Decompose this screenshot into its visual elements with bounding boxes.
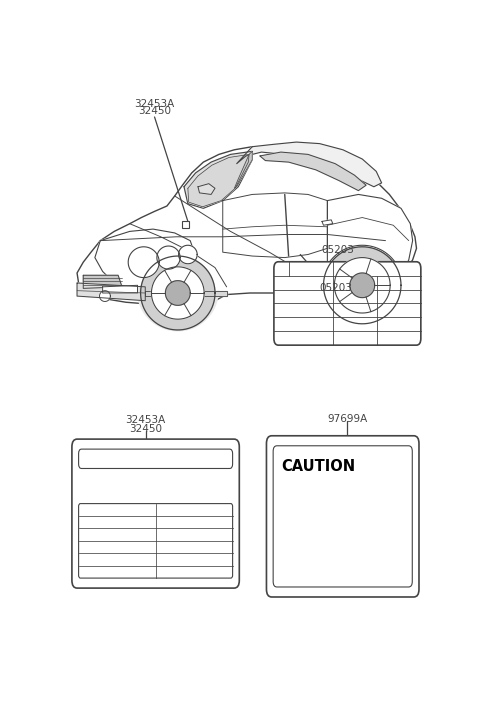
Polygon shape [128,247,159,277]
Polygon shape [95,229,196,293]
FancyBboxPatch shape [273,445,412,587]
Polygon shape [223,193,327,258]
Text: 32450: 32450 [138,106,171,116]
Polygon shape [184,152,252,209]
Text: 05203: 05203 [322,245,355,255]
Polygon shape [322,220,333,225]
Polygon shape [327,194,413,287]
Polygon shape [166,281,190,305]
Polygon shape [288,288,327,293]
Polygon shape [137,291,218,331]
Text: 32453A: 32453A [134,99,175,109]
Polygon shape [152,267,204,319]
Polygon shape [157,246,180,269]
FancyBboxPatch shape [266,436,419,597]
Polygon shape [335,258,390,313]
Polygon shape [77,283,145,300]
Polygon shape [179,245,197,264]
FancyBboxPatch shape [274,262,421,345]
Polygon shape [141,256,215,330]
Bar [182,222,189,228]
Polygon shape [234,152,252,188]
FancyBboxPatch shape [79,449,233,469]
Polygon shape [198,183,215,194]
Polygon shape [77,147,417,305]
Polygon shape [188,155,249,206]
Text: CAUTION: CAUTION [281,459,356,474]
Text: 32450: 32450 [129,424,162,434]
Text: 32453A: 32453A [125,414,166,425]
FancyBboxPatch shape [72,439,240,588]
Polygon shape [324,247,401,323]
Polygon shape [99,291,110,302]
Polygon shape [83,275,122,288]
Polygon shape [350,273,375,297]
FancyBboxPatch shape [79,504,233,578]
Polygon shape [145,291,227,296]
Polygon shape [260,152,366,191]
Text: 05203: 05203 [320,283,352,293]
Text: 97699A: 97699A [327,414,367,424]
Polygon shape [103,285,137,293]
Polygon shape [237,142,382,187]
